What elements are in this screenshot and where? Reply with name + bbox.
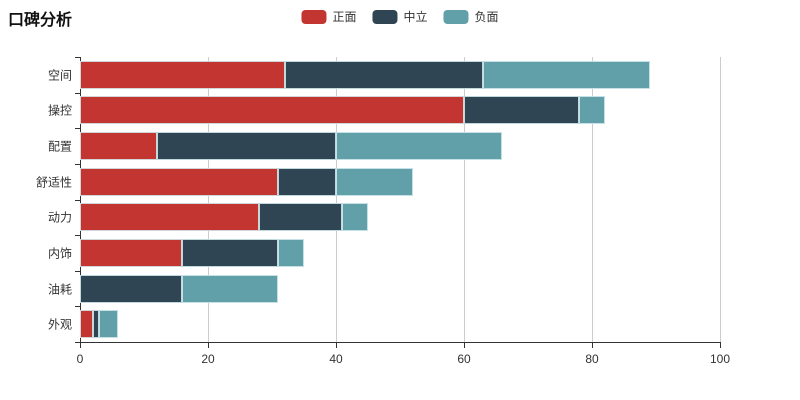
x-axis-tick-100 [720,343,721,348]
x-axis-tick-40 [336,343,337,348]
legend-item-label: 负面 [474,10,499,24]
x-axis-tick-label: 100 [709,352,731,366]
legend-item-label: 正面 [332,10,357,24]
x-axis-tick-60 [464,343,465,348]
gridline-20 [208,57,209,342]
y-axis-tick [75,235,80,237]
x-axis-tick-80 [592,343,593,348]
gridline-60 [464,57,465,342]
x-axis-tick-label: 20 [201,352,215,366]
y-axis-label-6: 油耗 [47,282,72,297]
chart-title: 口碑分析 [8,12,73,29]
bar-row-1 [80,96,605,125]
y-axis-tick [75,92,80,94]
bar-segment-正面-空间[interactable] [80,60,285,89]
bar-row-7 [80,310,119,339]
bar-row-2 [80,132,503,161]
gridline-40 [336,57,337,342]
y-axis-label-2: 配置 [47,139,72,154]
legend: 正面 中立 负面 [301,8,499,25]
y-axis-label-7: 外观 [47,317,72,332]
y-axis-tick [75,342,80,343]
bar-segment-负面-动力[interactable] [342,203,368,232]
bar-segment-正面-操控[interactable] [80,96,464,125]
x-axis-tick-0 [80,343,81,348]
y-axis-tick [75,57,80,58]
bar-segment-负面-外观[interactable] [99,310,119,339]
y-axis-label-4: 动力 [47,210,72,225]
x-axis-tick-20 [208,343,209,348]
bar-segment-中立-空间[interactable] [284,60,484,89]
gridline-100 [720,57,721,342]
y-axis-tick [75,128,80,130]
y-axis-tick [75,163,80,165]
bar-row-0 [80,60,650,89]
bar-segment-正面-内饰[interactable] [80,238,183,267]
bar-segment-负面-配置[interactable] [335,132,503,161]
y-axis-tick [75,306,80,308]
bar-segment-中立-动力[interactable] [259,203,343,232]
y-axis-label-3: 舒适性 [35,175,72,190]
y-axis-label-5: 内饰 [47,246,72,261]
bar-row-6 [80,274,279,303]
legend-item-0[interactable]: 正面 [301,8,356,25]
y-axis-line [80,57,81,342]
x-axis-line [80,342,721,343]
legend-swatch-icon [301,9,327,24]
bar-segment-负面-操控[interactable] [579,96,605,125]
y-axis-tick [75,270,80,272]
legend-item-2[interactable]: 负面 [443,8,499,25]
bar-row-4 [80,203,368,232]
x-axis-tick-label: 0 [76,352,84,366]
bar-segment-正面-动力[interactable] [80,203,260,232]
bar-segment-中立-舒适性[interactable] [278,167,336,196]
bar-segment-负面-空间[interactable] [483,60,650,89]
legend-item-label: 中立 [403,10,428,24]
bar-row-5 [80,238,304,267]
x-axis-tick-label: 40 [329,352,343,366]
bar-segment-中立-油耗[interactable] [80,274,183,303]
bar-segment-中立-内饰[interactable] [182,238,279,267]
gridline-80 [592,57,593,342]
bar-segment-负面-油耗[interactable] [182,274,279,303]
bar-segment-负面-舒适性[interactable] [335,167,413,196]
bar-segment-正面-配置[interactable] [80,132,157,161]
x-axis-tick-label: 80 [585,352,599,366]
bar-segment-中立-配置[interactable] [156,132,336,161]
plot-area: 0 20 40 60 80 100 空间操控配置舒适性动力内饰油耗外观 [36,57,730,366]
legend-swatch-icon [372,9,398,24]
x-axis-tick-label: 60 [457,352,471,366]
bar-segment-中立-操控[interactable] [464,96,580,125]
bar-segment-负面-内饰[interactable] [278,238,304,267]
bar-segment-正面-外观[interactable] [80,310,93,339]
y-axis-label-1: 操控 [47,103,72,118]
legend-item-1[interactable]: 中立 [372,8,428,25]
y-axis-label-0: 空间 [47,68,72,83]
y-axis-tick [75,199,80,201]
bar-segment-中立-外观[interactable] [92,310,100,339]
legend-swatch-icon [443,9,469,24]
bar-segment-正面-舒适性[interactable] [80,167,279,196]
bar-row-3 [80,167,413,196]
